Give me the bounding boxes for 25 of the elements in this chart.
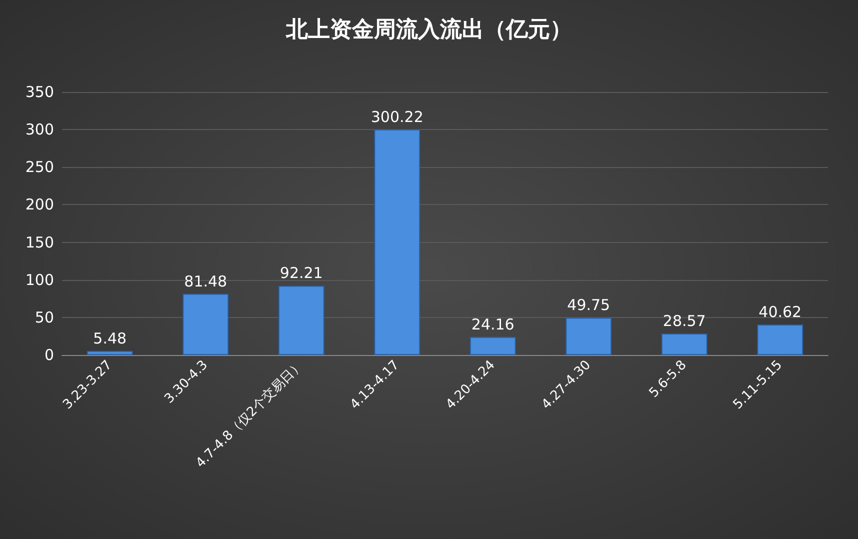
bar xyxy=(374,129,420,355)
bar xyxy=(182,294,229,355)
data-label: 49.75 xyxy=(567,296,610,314)
bar xyxy=(86,350,133,355)
bar xyxy=(278,286,324,355)
y-tick-label: 300 xyxy=(25,120,54,139)
data-label: 28.57 xyxy=(662,312,706,330)
data-label: 92.21 xyxy=(280,264,323,282)
data-label: 40.62 xyxy=(758,302,802,321)
bar xyxy=(661,334,708,355)
bar xyxy=(566,318,612,355)
bar xyxy=(757,324,804,355)
y-tick-label: 150 xyxy=(25,233,54,252)
y-tick-label: 50 xyxy=(34,308,54,326)
y-tick-label: 100 xyxy=(25,270,54,289)
data-label: 81.48 xyxy=(184,272,228,290)
y-tick-label: 350 xyxy=(25,83,54,101)
data-label: 5.48 xyxy=(93,329,127,348)
data-label: 300.22 xyxy=(370,108,424,126)
y-tick-label: 250 xyxy=(25,158,54,176)
bar xyxy=(470,336,516,355)
y-tick-label: 0 xyxy=(44,346,54,364)
chart-title: 北上资金周流入流出（亿元） xyxy=(285,16,572,42)
y-tick-label: 200 xyxy=(25,196,54,214)
data-label: 24.16 xyxy=(471,315,514,334)
